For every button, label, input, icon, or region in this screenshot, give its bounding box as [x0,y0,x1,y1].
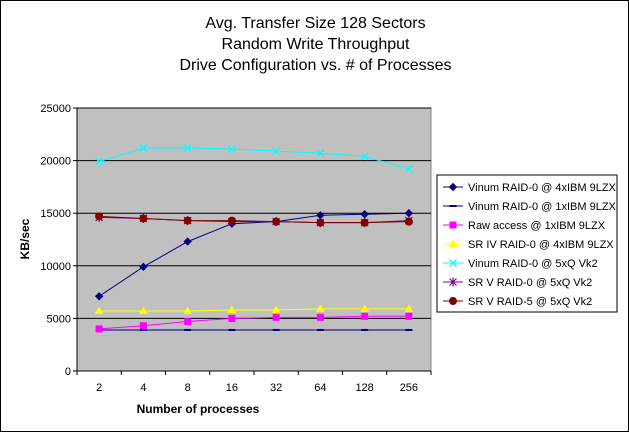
data-point [183,306,192,315]
legend-marker [449,277,457,287]
y-tick-label: 25000 [40,103,71,115]
data-point [139,306,148,315]
x-tick-label: 16 [226,382,238,394]
data-point [404,217,413,226]
y-tick-label: 0 [65,366,71,378]
data-point [316,313,324,321]
legend-marker [449,259,457,267]
data-point [316,149,325,158]
legend-marker [449,221,457,229]
data-point [227,305,237,313]
y-tick-label: 10000 [40,261,71,273]
data-point [139,322,147,330]
data-point [272,313,280,321]
data-point [360,152,369,161]
y-tick-label: 15000 [40,208,71,220]
data-point [183,237,192,246]
data-point [184,318,192,326]
x-tick-label: 2 [96,382,102,394]
data-point [139,262,148,272]
legend-marker [448,182,458,192]
data-point [183,216,192,225]
series-line [99,308,409,312]
data-point [94,306,104,315]
data-point [272,147,281,156]
legend-box [436,174,618,313]
data-point [316,218,325,227]
legend-item-label: SR IV RAID-0 @ 4xIBM 9LZX [468,239,614,251]
x-tick-label: 8 [185,382,191,394]
legend-item-label: Raw access @ 1xIBM 9LZX [468,220,606,232]
data-point [139,144,148,152]
series-line [99,315,409,330]
series-line [99,215,409,224]
y-tick-label: 5000 [47,313,71,325]
chart-title-line-1: Avg. Transfer Size 128 Sectors [205,15,426,32]
legend-item-label: Vinum RAID-0 @ 4xIBM 9LZX [468,182,617,194]
data-point [139,214,148,223]
data-point [271,305,281,313]
data-point [360,210,369,219]
x-tick-label: 256 [400,382,418,394]
legend-item-label: Vinum RAID-0 @ 1xIBM 9LZX [468,201,617,213]
data-point [95,157,104,166]
data-point [227,216,236,225]
series-line [98,147,410,170]
data-point [95,325,103,333]
y-tick-label: 20000 [40,156,71,168]
chart-title-line-2: Random Write Throughput [221,36,410,53]
legend-item-label: SR V RAID-0 @ 5xQ Vk2 [468,277,592,289]
x-tick-label: 4 [140,382,146,394]
legend-marker [448,239,458,247]
data-point [316,304,325,312]
data-point [405,312,413,320]
x-tick-label: 128 [355,382,373,394]
data-point [94,292,104,301]
data-point [404,165,413,173]
plot-background [76,107,432,372]
legend-marker [449,297,457,305]
series-line [98,212,409,297]
legend-item-label: SR V RAID-5 @ 5xQ Vk2 [468,296,592,308]
legend-item-label: Vinum RAID-0 @ 5xQ Vk2 [468,258,598,270]
x-tick-label: 32 [270,382,282,394]
data-point [361,312,369,320]
data-point [360,304,369,312]
data-point [404,304,414,312]
y-axis-label: KB/sec [18,218,32,259]
data-point [228,314,236,322]
data-point [183,144,192,152]
x-tick-label: 64 [314,382,326,394]
data-point [272,217,281,226]
data-point [360,218,369,227]
chart-title-line-3: Drive Configuration vs. # of Processes [179,57,452,74]
data-point [227,145,236,153]
x-axis-label: Number of processes [137,402,260,416]
data-point [95,212,104,221]
